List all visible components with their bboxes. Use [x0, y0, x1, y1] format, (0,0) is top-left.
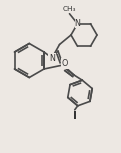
Text: O: O	[62, 59, 68, 68]
Text: CH₃: CH₃	[63, 6, 76, 12]
Text: N: N	[49, 54, 55, 62]
Text: I: I	[73, 111, 77, 121]
Text: N: N	[75, 19, 80, 28]
